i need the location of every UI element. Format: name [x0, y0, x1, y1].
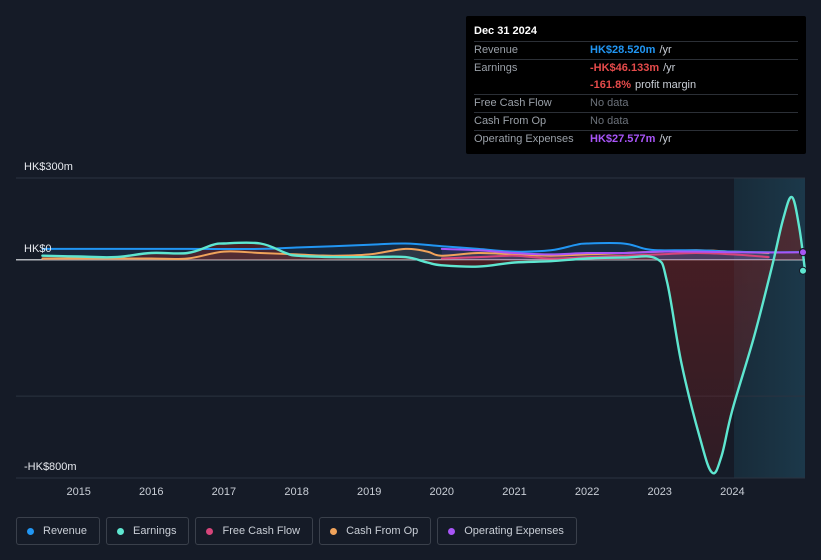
- tooltip-row: Cash From Op No data: [474, 112, 798, 130]
- tooltip-row-value: HK$28.520m: [590, 44, 656, 56]
- legend-dot-icon: [206, 527, 214, 535]
- free-cash-flow-line: [440, 252, 770, 260]
- legend-item-earnings[interactable]: Earnings: [106, 517, 190, 545]
- tooltip-row-value: HK$27.577m: [590, 133, 656, 145]
- y-tick-label: HK$0: [24, 243, 52, 255]
- x-tick-label: 2022: [575, 486, 599, 498]
- y-tick-label: -HK$800m: [24, 461, 77, 473]
- legend-dot-icon: [448, 527, 456, 535]
- area-fills: [42, 196, 805, 474]
- tooltip-row-unit: /yr: [659, 133, 672, 145]
- x-tick-label: 2019: [357, 486, 381, 498]
- tooltip-row-value: No data: [590, 97, 629, 109]
- tooltip-row: Revenue HK$28.520m/yr: [474, 41, 798, 59]
- tooltip-row-value: -HK$46.133m: [590, 62, 660, 74]
- x-tick-label: 2018: [284, 486, 308, 498]
- end-markers: [799, 248, 807, 275]
- tooltip-rows: Revenue HK$28.520m/yr Earnings -HK$46.133m /…: [474, 41, 798, 148]
- legend-item-operating-expenses[interactable]: Operating Expenses: [437, 517, 577, 545]
- tooltip-row-label: Cash From Op: [474, 115, 547, 127]
- tooltip-row: Operating Expenses HK$27.577m/yr: [474, 130, 798, 148]
- operating-expenses-line: [440, 247, 806, 256]
- operating-expenses-end-marker: [799, 248, 807, 257]
- x-tick-label: 2016: [139, 486, 163, 498]
- y-tick-label: HK$300m: [24, 161, 73, 173]
- tooltip-row-label: Operating Expenses: [474, 133, 574, 145]
- tooltip-row: -161.8% profit margin: [474, 77, 798, 94]
- x-tick-label: 2024: [720, 486, 744, 498]
- legend: Revenue Earnings Free Cash Flow Cash From O…: [16, 517, 577, 545]
- tooltip-row-label: [474, 77, 590, 94]
- tooltip-row-value: -161.8%: [590, 79, 631, 91]
- legend-dot-icon: [330, 527, 338, 535]
- tooltip-row-value: No data: [590, 115, 629, 127]
- legend-label: Operating Expenses: [464, 525, 564, 537]
- series-lines: [41, 195, 807, 475]
- tooltip-row: Earnings -HK$46.133m/yr: [474, 59, 798, 77]
- legend-dot-icon: [117, 527, 125, 535]
- tooltip-row-label: Earnings: [474, 62, 518, 74]
- x-tick-label: 2020: [430, 486, 454, 498]
- tooltip-row-label: Revenue: [474, 44, 519, 56]
- legend-dot-icon: [27, 527, 34, 535]
- x-tick-label: 2021: [502, 486, 526, 498]
- x-tick-label: 2023: [647, 486, 671, 498]
- legend-label: Earnings: [133, 525, 177, 537]
- legend-label: Cash From Op: [346, 525, 419, 537]
- x-tick-label: 2015: [66, 486, 90, 498]
- revenue-line: [41, 241, 806, 254]
- tooltip-date: Dec 31 2024: [474, 25, 537, 37]
- y-axis-labels: HK$300m HK$0 -HK$800m: [24, 161, 77, 473]
- tooltip-row-label: Free Cash Flow: [474, 97, 552, 109]
- tooltip-panel: Dec 31 2024 Revenue HK$28.520m/yr Earnings…: [466, 16, 806, 154]
- tooltip-row-unit: /yr: [659, 44, 672, 56]
- earnings-end-marker: [799, 266, 807, 275]
- legend-label: Free Cash Flow: [222, 525, 301, 537]
- legend-item-free-cash-flow[interactable]: Free Cash Flow: [195, 517, 314, 545]
- tooltip-row: Free Cash Flow No data: [474, 94, 798, 112]
- earnings-area: [42, 196, 805, 474]
- legend-item-revenue[interactable]: Revenue: [16, 517, 101, 545]
- x-axis-labels: 2015 2016 2017 2018 2019 2020 2021 2022 2023 2024: [66, 486, 744, 498]
- tooltip-row-unit: /yr: [663, 62, 676, 74]
- earnings-line: [41, 195, 807, 475]
- legend-label: Revenue: [43, 525, 88, 537]
- x-tick-label: 2017: [212, 486, 236, 498]
- legend-item-cash-from-op[interactable]: Cash From Op: [319, 517, 432, 545]
- tooltip-row-unit: profit margin: [634, 79, 697, 91]
